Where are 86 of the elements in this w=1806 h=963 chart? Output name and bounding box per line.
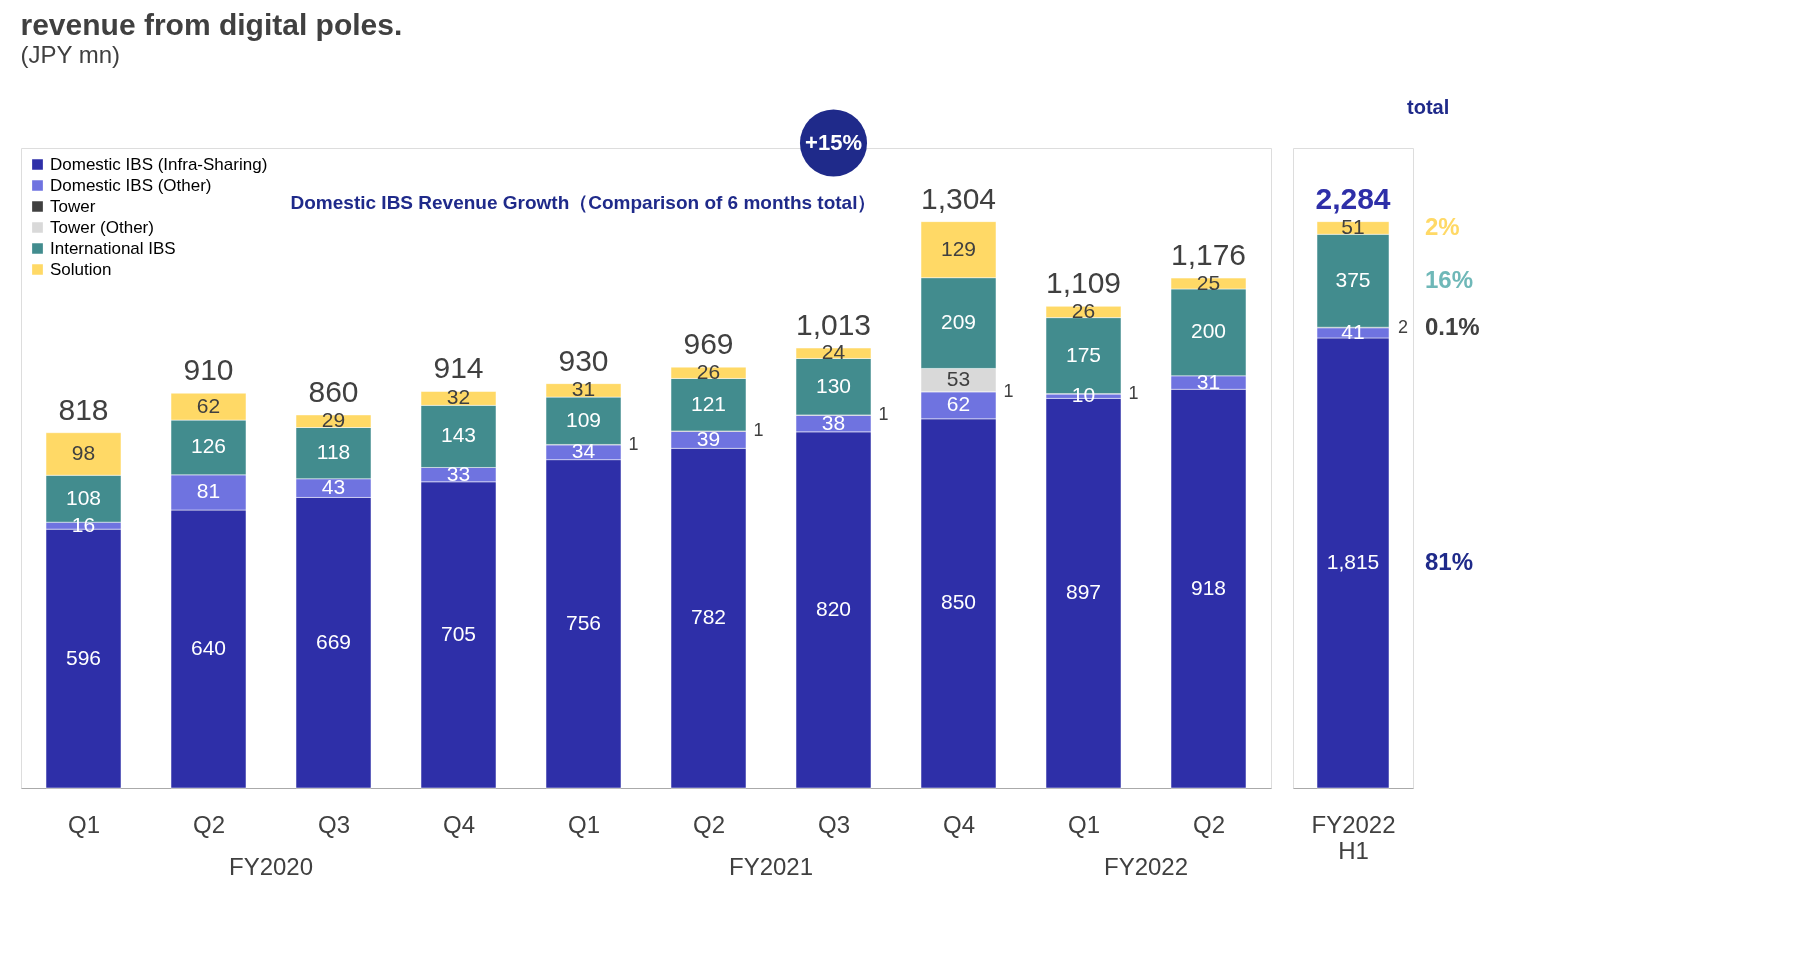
- data-label: 109: [565, 407, 602, 431]
- data-label: 32: [446, 385, 471, 409]
- data-label: 1: [753, 420, 764, 441]
- x-tick-label: Q2: [1192, 810, 1226, 838]
- data-label: 126: [190, 434, 227, 458]
- x-tick-label: Q2: [692, 810, 726, 838]
- data-label: 29: [321, 408, 346, 432]
- total-label: 1,304: [920, 181, 997, 215]
- data-label: 200: [1190, 319, 1227, 343]
- data-label: 705: [440, 621, 477, 645]
- data-label: 39: [696, 426, 721, 450]
- total-label: 860: [308, 374, 359, 408]
- legend-label: Domestic IBS (Infra-Sharing): [50, 154, 268, 174]
- text: total: [1407, 96, 1450, 118]
- data-label: 850: [940, 590, 977, 614]
- data-label: 375: [1335, 267, 1371, 291]
- x-tick-label: Q1: [67, 810, 101, 838]
- chart-title: revenue from digital poles.: [20, 7, 403, 41]
- total-label: 1,109: [1045, 266, 1122, 300]
- legend-label: Tower: [50, 196, 96, 216]
- data-label: 1: [878, 404, 889, 425]
- text: 16%: [1425, 265, 1474, 293]
- total-label: 969: [683, 327, 734, 361]
- data-label: 143: [440, 423, 477, 447]
- data-label: 1,815: [1326, 549, 1380, 573]
- legend-label: Tower (Other): [50, 217, 154, 237]
- data-label: 98: [71, 441, 96, 464]
- data-label: 130: [815, 373, 852, 397]
- data-label: 669: [315, 629, 352, 653]
- data-label: 782: [690, 605, 727, 629]
- chart-subtitle: (JPY mn): [20, 40, 121, 68]
- data-label: 31: [1196, 369, 1221, 393]
- data-label: 51: [1341, 214, 1365, 238]
- data-label: 897: [1065, 580, 1102, 604]
- text: FY2022: [1103, 853, 1189, 880]
- total-label: 930: [558, 343, 609, 377]
- total-label: 2,284: [1315, 181, 1391, 215]
- text: 2%: [1425, 212, 1460, 240]
- data-label: 820: [815, 596, 852, 620]
- data-label: 62: [196, 393, 221, 417]
- text: FY2020: [228, 853, 314, 880]
- data-label: 918: [1190, 575, 1227, 599]
- text: Domestic IBS Revenue Growth（Comparison of 6 months total）: [290, 192, 877, 213]
- text: 0.1%: [1425, 312, 1480, 340]
- total-label: 1,176: [1170, 238, 1247, 272]
- text: +15%: [805, 130, 862, 155]
- data-label: 129: [940, 236, 977, 260]
- data-label: 1: [1128, 382, 1139, 403]
- x-tick-label: Q4: [442, 810, 476, 838]
- data-label: 1: [628, 433, 639, 454]
- data-label: 756: [565, 610, 602, 634]
- legend-label: Solution: [50, 259, 112, 279]
- data-label: 2: [1397, 316, 1409, 337]
- total-label: 914: [433, 351, 484, 385]
- text: FY2021: [728, 853, 814, 880]
- x-tick-label: Q3: [817, 810, 851, 838]
- data-label: 43: [321, 475, 346, 499]
- data-label: 1: [1003, 380, 1014, 401]
- data-label: 596: [65, 645, 102, 669]
- x-tick-label: Q3: [317, 810, 351, 838]
- data-label: 26: [696, 359, 721, 383]
- legend-label: International IBS: [50, 238, 176, 258]
- data-label: 26: [1071, 298, 1096, 322]
- data-label: 53: [946, 366, 971, 390]
- data-label: 209: [940, 310, 977, 334]
- data-label: 81: [196, 479, 221, 503]
- data-label: 175: [1065, 342, 1102, 366]
- total-label: 818: [58, 392, 109, 426]
- x-tick-label: FY2022 H1: [1311, 810, 1396, 864]
- x-tick-label: Q2: [192, 810, 226, 838]
- x-tick-label: Q1: [567, 810, 601, 838]
- text: 81%: [1425, 547, 1474, 575]
- data-label: 640: [190, 636, 227, 660]
- x-tick-label: Q1: [1067, 810, 1101, 838]
- data-label: 121: [690, 391, 727, 415]
- data-label: 34: [571, 439, 596, 463]
- data-label: 62: [946, 392, 971, 416]
- data-label: 38: [821, 410, 846, 434]
- total-label: 1,013: [795, 308, 872, 342]
- total-label: 910: [183, 353, 234, 387]
- x-tick-label: Q4: [942, 810, 976, 838]
- data-label: 108: [65, 485, 102, 509]
- data-label: 118: [316, 440, 351, 464]
- data-label: 31: [571, 377, 596, 401]
- data-label: 33: [446, 461, 471, 485]
- legend-label: Domestic IBS (Other): [50, 175, 212, 195]
